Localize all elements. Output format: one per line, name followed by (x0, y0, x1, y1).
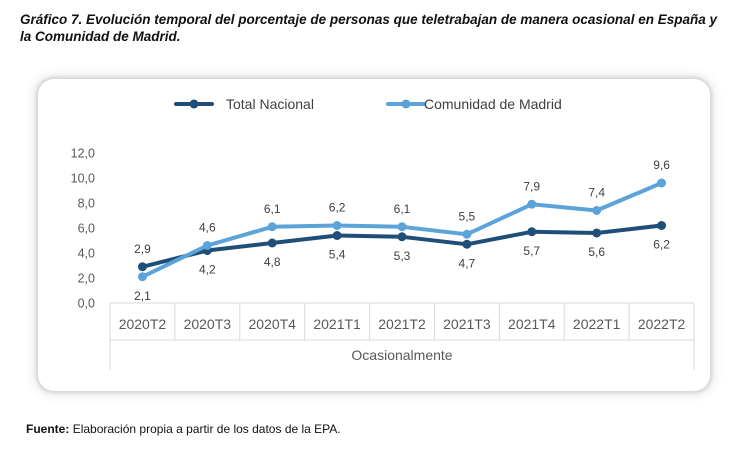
y-tick-label: 0,0 (78, 297, 95, 311)
series-0-point (462, 239, 472, 249)
source-note: Fuente: Elaboración propia a partir de l… (26, 422, 341, 436)
source-label: Fuente: (26, 422, 70, 436)
source-text: Elaboración propia a partir de los datos… (72, 422, 341, 436)
x-tick-label: 2020T3 (184, 316, 232, 332)
data-label-series-0: 5,6 (588, 245, 605, 259)
series-1-point (267, 222, 277, 232)
figure-title: Gráfico 7. Evolución temporal del porcen… (20, 12, 717, 44)
series-1-point (657, 178, 667, 188)
line-chart: Total Nacional Comunidad de Madrid 0,0 2,0… (71, 96, 695, 370)
series-lines (137, 178, 667, 282)
y-tick-label: 6,0 (78, 222, 95, 236)
x-tick-label: 2021T1 (313, 316, 361, 332)
series-1-point (137, 272, 147, 282)
x-tick-label: 2021T2 (378, 316, 426, 332)
series-0-point (267, 238, 277, 248)
data-label-series-0: 4,7 (459, 256, 476, 270)
x-axis-title: Ocasionalmente (351, 347, 452, 363)
series-1-point (592, 206, 602, 215)
data-label-series-1: 6,2 (329, 201, 346, 215)
data-label-series-1: 4,6 (199, 221, 216, 235)
data-label-series-0: 5,3 (394, 249, 411, 263)
series-1-point (397, 222, 407, 232)
x-tick-label: 2021T3 (443, 316, 491, 332)
data-label-series-1: 5,5 (459, 209, 476, 223)
y-tick-label: 2,0 (78, 272, 95, 286)
data-label-series-1: 9,6 (653, 158, 670, 172)
data-label-series-0: 5,4 (329, 248, 346, 262)
series-1-point (332, 221, 342, 230)
y-tick-label: 10,0 (71, 172, 95, 186)
data-label-series-1: 6,1 (264, 202, 281, 216)
legend: Total Nacional Comunidad de Madrid (174, 96, 562, 112)
x-tick-label: 2022T2 (638, 316, 686, 332)
data-label-series-0: 6,2 (653, 238, 670, 252)
data-label-series-1: 6,1 (394, 202, 411, 216)
series-0-point (657, 221, 667, 230)
x-tick-label: 2021T4 (508, 316, 556, 332)
y-tick-label: 8,0 (78, 197, 95, 211)
y-axis: 0,0 2,0 4,0 6,0 8,0 10,0 12,0 (71, 147, 95, 311)
legend-marker-0 (189, 99, 199, 109)
legend-label-1: Comunidad de Madrid (424, 96, 562, 112)
x-tick-label: 2022T1 (573, 316, 621, 332)
data-label-series-0: 5,7 (523, 244, 540, 258)
data-labels: 2,9 2,1 4,2 4,6 4,8 6,1 5,4 6,2 5,3 6,1 4,7 5,5 5,7 7… (134, 158, 670, 303)
data-label-series-0: 4,2 (199, 263, 216, 277)
series-1-point (527, 199, 537, 209)
series-0-point (397, 232, 407, 242)
x-axis: 2020T2 2020T3 2020T4 2021T1 2021T2 2021T3 2021… (109, 302, 695, 370)
series-0-point (332, 231, 342, 240)
x-tick-label: 2020T4 (248, 316, 296, 332)
series-0-point (592, 228, 602, 238)
data-label-series-1: 7,9 (523, 179, 540, 193)
legend-marker-1 (401, 99, 411, 109)
legend-label-0: Total Nacional (226, 96, 314, 112)
series-0-point (527, 227, 537, 237)
y-tick-label: 4,0 (78, 247, 95, 261)
series-0-point (137, 262, 147, 272)
data-label-series-1: 7,4 (588, 186, 605, 200)
series-1-point (202, 241, 212, 250)
x-tick-label: 2020T2 (119, 316, 167, 332)
data-label-series-0: 4,8 (264, 255, 281, 269)
series-1-point (462, 229, 472, 239)
y-tick-label: 12,0 (71, 147, 95, 161)
data-label-series-0: 2,9 (134, 242, 151, 256)
data-label-series-1: 2,1 (134, 289, 151, 303)
